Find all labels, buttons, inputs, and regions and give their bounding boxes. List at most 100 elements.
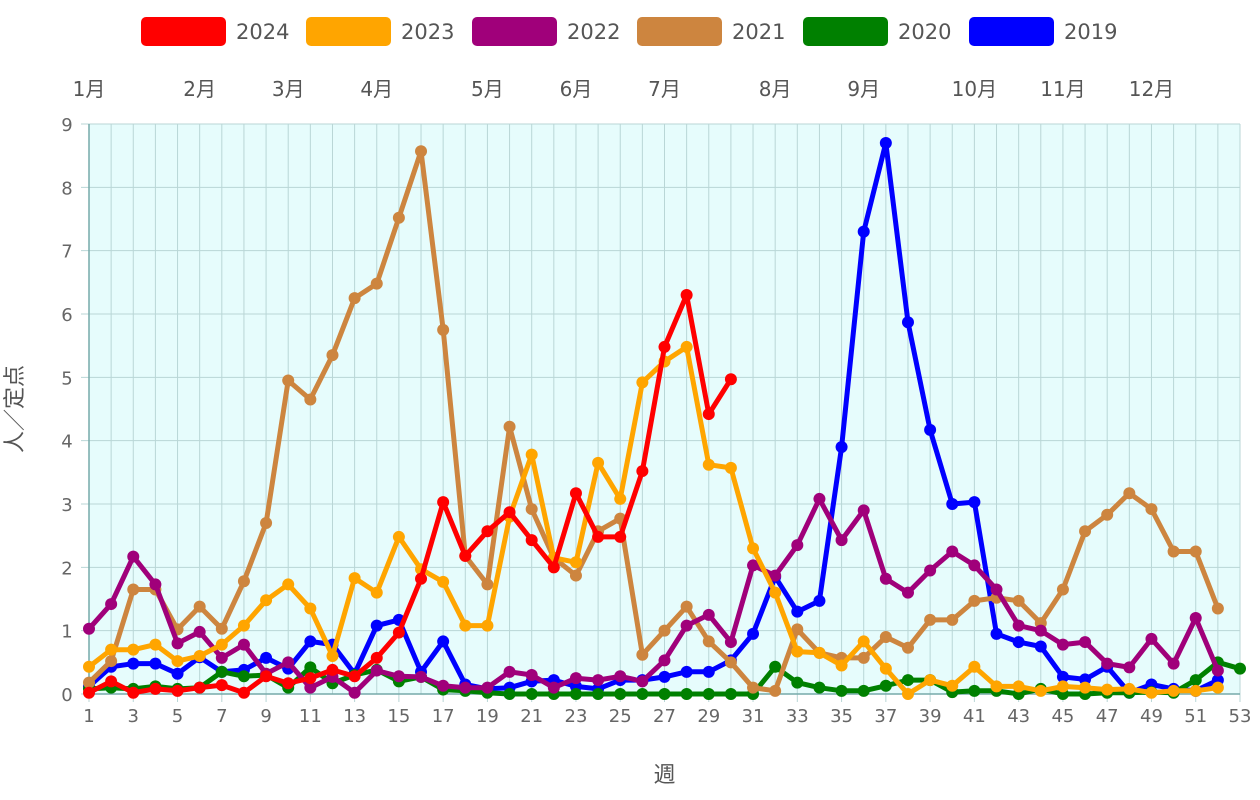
data-point (525, 503, 538, 516)
data-point (636, 648, 649, 661)
data-point (83, 676, 95, 689)
data-point (680, 600, 693, 613)
data-point (459, 549, 472, 562)
x-tick-label: 3 (128, 706, 139, 727)
data-point (370, 664, 383, 677)
data-point (1034, 684, 1047, 697)
data-point (237, 575, 250, 588)
data-point (990, 627, 1003, 640)
data-point (968, 496, 981, 509)
data-point (481, 619, 494, 632)
data-point (193, 650, 206, 662)
data-point (525, 448, 538, 461)
data-point (1123, 661, 1136, 674)
data-point (1056, 680, 1069, 693)
data-point (747, 542, 760, 555)
legend-item-2019[interactable]: 2019 (969, 17, 1117, 46)
data-point (127, 550, 140, 563)
data-point (437, 323, 450, 336)
legend[interactable]: 2024 2023 2022 2021 2020 2019 (141, 17, 1117, 46)
data-point (658, 624, 671, 637)
data-point (481, 578, 494, 591)
legend-label: 2023 (401, 20, 454, 44)
data-point (946, 498, 959, 510)
month-label: 1月 (73, 77, 106, 101)
data-point (724, 636, 737, 649)
data-point (569, 672, 582, 685)
month-labels: 1月 2月 3月 4月 5月 6月 7月 8月 9月 10月 11月 12月 (73, 77, 1175, 101)
data-point (282, 677, 295, 690)
series-line (86, 496, 1221, 696)
data-point (1012, 619, 1025, 632)
data-point (857, 684, 870, 697)
data-point (835, 441, 848, 453)
data-point (1145, 503, 1158, 516)
legend-item-2020[interactable]: 2020 (803, 17, 951, 46)
data-point (791, 605, 804, 618)
y-tick-label: 0 (61, 685, 72, 706)
x-tick-label: 31 (742, 706, 765, 727)
data-point (813, 681, 826, 694)
data-point (171, 655, 184, 668)
data-point (547, 561, 560, 574)
data-point (879, 572, 892, 585)
y-tick-label: 6 (61, 305, 72, 326)
data-point (237, 638, 250, 651)
data-point (968, 594, 981, 607)
x-tick-label: 5 (172, 706, 183, 727)
data-point (237, 619, 250, 632)
y-tick-label: 4 (61, 432, 72, 453)
data-point (459, 619, 472, 632)
month-label: 9月 (847, 77, 880, 101)
data-point (857, 225, 870, 238)
data-point (348, 670, 361, 683)
series-line (86, 140, 1221, 696)
data-point (1056, 638, 1069, 651)
series-line (86, 344, 1221, 697)
data-point (525, 688, 538, 700)
data-point (260, 670, 273, 683)
y-tick-label: 3 (61, 495, 72, 516)
data-point (1167, 684, 1180, 697)
legend-item-2024[interactable]: 2024 (141, 17, 289, 46)
data-point (215, 665, 228, 678)
data-point (1234, 662, 1246, 675)
data-point (1167, 545, 1180, 558)
data-point (348, 686, 361, 699)
data-point (171, 684, 184, 697)
data-point (193, 600, 206, 613)
legend-item-2022[interactable]: 2022 (472, 17, 620, 46)
data-point (680, 619, 693, 632)
data-point (569, 556, 582, 569)
legend-swatch (637, 17, 722, 46)
data-point (282, 578, 295, 591)
data-point (901, 641, 914, 654)
data-point (525, 534, 538, 547)
data-point (1079, 636, 1092, 649)
data-point (392, 211, 405, 224)
legend-swatch (969, 17, 1054, 46)
data-point (592, 456, 605, 469)
data-point (503, 665, 516, 678)
x-tick-label: 19 (476, 706, 499, 727)
data-point (901, 674, 914, 687)
data-point (215, 638, 228, 651)
legend-item-2023[interactable]: 2023 (306, 17, 454, 46)
y-tick-label: 9 (61, 115, 72, 136)
data-point (924, 613, 937, 626)
data-point (1012, 594, 1025, 607)
data-point (614, 670, 627, 683)
data-point (260, 517, 273, 529)
data-point (1101, 657, 1114, 670)
x-tick-label: 39 (919, 706, 942, 727)
data-point (857, 635, 870, 648)
data-point (968, 684, 981, 697)
data-point (702, 408, 715, 421)
data-point (857, 651, 870, 664)
data-point (879, 137, 892, 149)
legend-item-2021[interactable]: 2021 (637, 17, 785, 46)
data-point (946, 679, 959, 692)
x-tick-label: 49 (1140, 706, 1163, 727)
data-point (791, 623, 804, 636)
legend-label: 2019 (1064, 20, 1117, 44)
